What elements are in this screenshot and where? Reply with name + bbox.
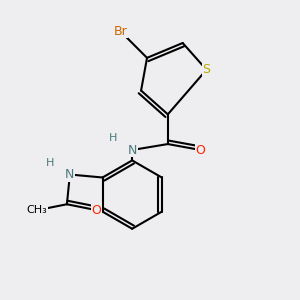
Text: CH₃: CH₃ bbox=[27, 205, 48, 215]
Text: N: N bbox=[65, 168, 75, 181]
Text: O: O bbox=[92, 204, 102, 217]
Text: S: S bbox=[202, 63, 211, 76]
Text: Br: Br bbox=[113, 25, 127, 38]
Text: O: O bbox=[196, 143, 206, 157]
Text: H: H bbox=[46, 158, 55, 168]
Text: N: N bbox=[128, 143, 137, 157]
Text: H: H bbox=[109, 133, 117, 143]
